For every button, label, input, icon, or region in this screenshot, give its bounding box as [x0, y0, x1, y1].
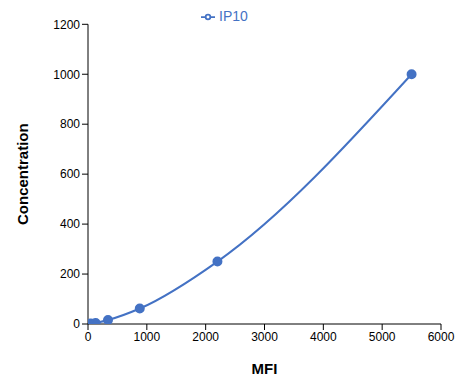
svg-text:3000: 3000 — [251, 330, 278, 344]
svg-text:MFI: MFI — [252, 360, 278, 377]
svg-text:5000: 5000 — [369, 330, 396, 344]
svg-text:Concentration: Concentration — [14, 123, 31, 225]
svg-text:6000: 6000 — [428, 330, 455, 344]
svg-text:1000: 1000 — [133, 330, 160, 344]
svg-text:0: 0 — [85, 330, 92, 344]
svg-text:800: 800 — [60, 117, 80, 131]
svg-text:0: 0 — [73, 317, 80, 331]
html-text:IP10: IP10 — [219, 8, 248, 24]
svg-text:200: 200 — [60, 267, 80, 281]
svg-text:400: 400 — [60, 217, 80, 231]
svg-text:1200: 1200 — [53, 18, 80, 32]
svg-text:600: 600 — [60, 167, 80, 181]
svg-text:4000: 4000 — [310, 330, 337, 344]
svg-text:2000: 2000 — [192, 330, 219, 344]
svg-text:1000: 1000 — [53, 68, 80, 82]
